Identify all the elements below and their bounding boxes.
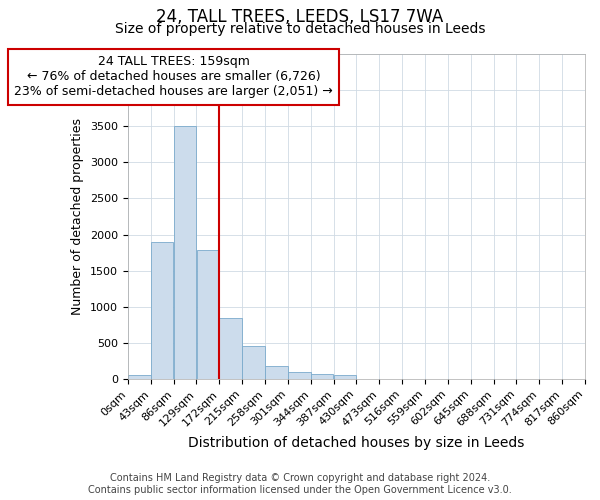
Bar (128, 376, 151, 379)
Bar (174, 126, 196, 379)
Text: 24, TALL TREES, LEEDS, LS17 7WA: 24, TALL TREES, LEEDS, LS17 7WA (157, 8, 443, 26)
Text: Size of property relative to detached houses in Leeds: Size of property relative to detached ho… (115, 22, 485, 36)
Bar (151, 242, 173, 379)
Text: 24 TALL TREES: 159sqm
← 76% of detached houses are smaller (6,726)
23% of semi-d: 24 TALL TREES: 159sqm ← 76% of detached … (14, 56, 333, 98)
Bar (288, 372, 311, 379)
Bar (220, 318, 242, 379)
Bar (242, 346, 265, 379)
Y-axis label: Number of detached properties: Number of detached properties (71, 118, 85, 315)
Text: Contains HM Land Registry data © Crown copyright and database right 2024.
Contai: Contains HM Land Registry data © Crown c… (88, 474, 512, 495)
X-axis label: Distribution of detached houses by size in Leeds: Distribution of detached houses by size … (188, 436, 524, 450)
Bar (265, 366, 288, 379)
Bar (197, 250, 219, 379)
Bar (311, 374, 334, 379)
Bar (334, 376, 356, 379)
